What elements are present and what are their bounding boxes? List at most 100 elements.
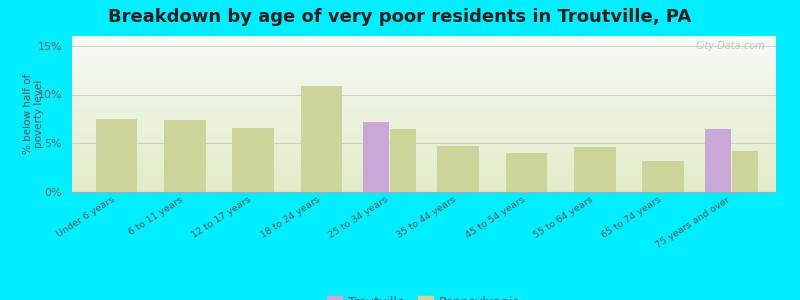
Bar (72, 168, 776, 169)
Bar (72, 165, 776, 166)
Bar (72, 148, 776, 149)
Bar (72, 111, 776, 112)
Bar (72, 101, 776, 102)
Bar (72, 66, 776, 67)
Bar (574, 147, 616, 192)
Bar (363, 122, 390, 192)
Bar (72, 151, 776, 152)
Bar (72, 59, 776, 60)
Bar (72, 132, 776, 133)
Bar (72, 92, 776, 93)
Bar (72, 80, 776, 81)
Bar (72, 85, 776, 86)
Bar (72, 118, 776, 119)
Bar (72, 39, 776, 40)
Bar (72, 124, 776, 125)
Bar (72, 135, 776, 136)
Bar (72, 178, 776, 179)
Bar (72, 70, 776, 71)
Bar (72, 40, 776, 41)
Bar (72, 37, 776, 38)
Bar (72, 145, 776, 146)
Bar (72, 191, 776, 192)
Bar (72, 94, 776, 95)
Bar (72, 157, 776, 158)
Bar (72, 45, 776, 46)
Bar (72, 73, 776, 74)
Bar (72, 167, 776, 168)
Bar (390, 129, 416, 192)
Text: 12 to 17 years: 12 to 17 years (190, 195, 253, 240)
Bar (72, 121, 776, 122)
Text: 75 years and over: 75 years and over (654, 195, 731, 250)
Bar (72, 36, 776, 37)
Bar (72, 62, 776, 63)
Bar (72, 189, 776, 190)
Bar (72, 64, 776, 65)
Bar (72, 48, 776, 49)
Bar (72, 153, 776, 154)
Bar (72, 166, 776, 167)
Bar (72, 122, 776, 123)
Bar (642, 161, 684, 192)
Bar (72, 54, 776, 55)
Bar (72, 142, 776, 143)
Text: 18 to 24 years: 18 to 24 years (259, 195, 322, 240)
Bar (72, 188, 776, 189)
Bar (72, 113, 776, 114)
Bar (72, 97, 776, 98)
Bar (72, 115, 776, 116)
Bar (72, 147, 776, 148)
Bar (72, 187, 776, 188)
Bar (72, 170, 776, 171)
Bar (72, 169, 776, 170)
Bar (72, 138, 776, 139)
Bar (72, 68, 776, 69)
Bar (72, 90, 776, 91)
Bar (72, 116, 776, 117)
Bar (72, 105, 776, 106)
Bar (72, 78, 776, 79)
Bar (72, 158, 776, 159)
Bar (72, 139, 776, 140)
Bar (72, 182, 776, 183)
Bar (72, 143, 776, 144)
Bar (72, 134, 776, 135)
Bar (72, 184, 776, 185)
Bar (72, 46, 776, 47)
Bar (72, 160, 776, 161)
Bar (72, 55, 776, 56)
Text: 55 to 64 years: 55 to 64 years (532, 195, 595, 240)
Text: 6 to 11 years: 6 to 11 years (127, 195, 185, 237)
Bar (72, 98, 776, 99)
Bar (72, 95, 776, 96)
Y-axis label: % below half of
poverty level: % below half of poverty level (22, 74, 44, 154)
Bar (72, 146, 776, 147)
Bar (232, 128, 274, 192)
Bar (72, 49, 776, 50)
Bar (72, 128, 776, 129)
Bar (72, 154, 776, 155)
Text: 65 to 74 years: 65 to 74 years (601, 195, 663, 240)
Bar (72, 126, 776, 127)
Bar (72, 159, 776, 160)
Bar (72, 41, 776, 42)
Bar (72, 163, 776, 164)
Bar (72, 125, 776, 126)
Bar (72, 61, 776, 62)
Bar (72, 86, 776, 87)
Bar (72, 164, 776, 165)
Bar (72, 114, 776, 115)
Bar (72, 133, 776, 134)
Bar (72, 100, 776, 101)
Bar (72, 156, 776, 157)
Bar (72, 53, 776, 54)
Bar (72, 185, 776, 186)
Text: 45 to 54 years: 45 to 54 years (464, 195, 526, 240)
Bar (72, 81, 776, 82)
Bar (72, 75, 776, 76)
Bar (72, 140, 776, 141)
Bar (72, 63, 776, 64)
Bar (72, 71, 776, 72)
Bar (72, 106, 776, 107)
